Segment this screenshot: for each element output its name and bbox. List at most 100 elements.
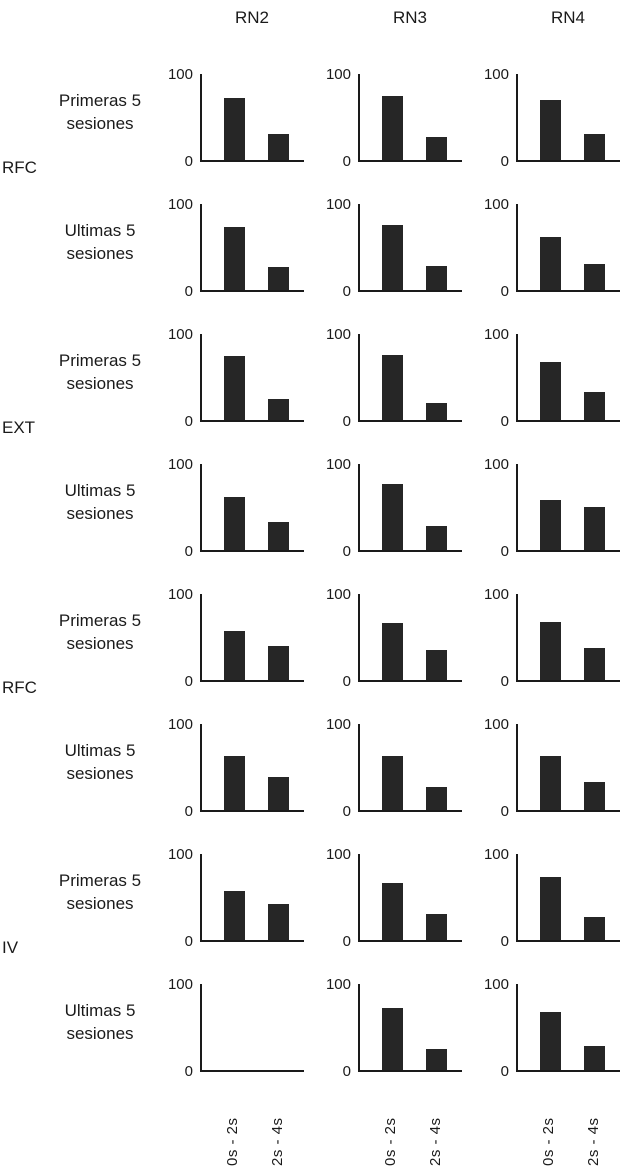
x-tick-slot: 2s - 4s — [571, 1092, 616, 1166]
bar — [267, 398, 289, 420]
y-min-tick-label: 0 — [500, 413, 509, 430]
y-max-tick-label: 100 — [483, 196, 509, 213]
chart-panel-rn2: 100 0 — [160, 962, 318, 1092]
bar-slot — [528, 984, 572, 1070]
bar — [381, 883, 403, 940]
y-min-tick-label: 0 — [184, 413, 193, 430]
bar — [223, 496, 245, 550]
bar-slot — [256, 74, 300, 160]
y-max-tick-label: 100 — [483, 326, 509, 343]
plot-area — [358, 984, 462, 1072]
bar — [267, 777, 289, 810]
row-label-line: Primeras 5 — [58, 91, 142, 111]
y-axis-labels: 100 0 — [476, 586, 516, 690]
chart-panel-rn3: 100 0 — [318, 962, 476, 1092]
bar — [223, 355, 245, 420]
y-max-tick-label: 100 — [483, 66, 509, 83]
y-max-tick-label: 100 — [325, 196, 351, 213]
bar-slot — [414, 724, 458, 810]
chart-panel-rn2: 100 0 — [160, 52, 318, 182]
y-min-tick-label: 0 — [342, 1063, 351, 1080]
y-min-tick-label: 0 — [342, 413, 351, 430]
y-axis-labels: 100 0 — [318, 976, 358, 1080]
bar-slot — [528, 204, 572, 290]
row-label-line: Primeras 5 — [58, 351, 142, 371]
plot-area — [200, 74, 304, 162]
bar — [539, 622, 561, 680]
phase-group-4: IV Primeras 5 sesiones 100 0 100 0 100 0 Ultimas … — [0, 832, 634, 1092]
bar — [583, 916, 605, 940]
x-tick-slot: 0s - 2s — [526, 1092, 571, 1166]
bar-slot — [572, 334, 616, 420]
bar-slot — [414, 984, 458, 1070]
bar-slot — [256, 334, 300, 420]
x-tick-label: 2s - 4s — [585, 1117, 602, 1166]
y-min-tick-label: 0 — [184, 153, 193, 170]
bar — [223, 755, 245, 810]
plot-area — [358, 854, 462, 942]
column-header-cell-2: RN3 — [318, 0, 476, 52]
bar — [583, 1045, 605, 1070]
bar-slot — [256, 984, 300, 1070]
plot-area — [516, 854, 620, 942]
chart-panel-rn2: 100 0 — [160, 702, 318, 832]
bar-slot — [212, 594, 256, 680]
chart-panel-rn3: 100 0 — [318, 312, 476, 442]
y-max-tick-label: 100 — [325, 846, 351, 863]
y-axis-labels: 100 0 — [160, 196, 200, 300]
bar-slot — [256, 724, 300, 810]
chart-panel-rn4: 100 0 — [476, 702, 634, 832]
y-axis-labels: 100 0 — [318, 196, 358, 300]
x-tick-label: 0s - 2s — [224, 1117, 241, 1166]
plot-area — [200, 464, 304, 552]
plot-area — [200, 204, 304, 292]
y-min-tick-label: 0 — [342, 283, 351, 300]
y-max-tick-label: 100 — [167, 326, 193, 343]
footer-spacer-rowlabel — [40, 1092, 160, 1166]
y-max-tick-label: 100 — [325, 326, 351, 343]
bar-slot — [212, 334, 256, 420]
column-header-row: RN2 RN3 RN4 — [0, 0, 634, 52]
y-min-tick-label: 0 — [342, 543, 351, 560]
y-max-tick-label: 100 — [167, 66, 193, 83]
y-min-tick-label: 0 — [342, 803, 351, 820]
bar — [425, 136, 447, 160]
row-label-line: sesiones — [66, 1024, 134, 1043]
bar-slot — [528, 854, 572, 940]
bar — [425, 525, 447, 550]
y-axis-labels: 100 0 — [476, 326, 516, 430]
bar — [381, 95, 403, 160]
chart-panel-rn4: 100 0 — [476, 832, 634, 962]
y-min-tick-label: 0 — [500, 153, 509, 170]
header-spacer-phase — [0, 0, 40, 52]
y-axis-labels: 100 0 — [160, 976, 200, 1080]
bar — [539, 1011, 561, 1070]
plot-area — [358, 464, 462, 552]
bar-slot — [528, 74, 572, 160]
y-axis-labels: 100 0 — [318, 326, 358, 430]
y-label-spacer — [160, 1092, 200, 1166]
chart-panel-rn3: 100 0 — [318, 702, 476, 832]
y-min-tick-label: 0 — [500, 673, 509, 690]
bar-slot — [256, 854, 300, 940]
y-min-tick-label: 0 — [184, 283, 193, 300]
bar-slot — [370, 204, 414, 290]
x-tick-label: 2s - 4s — [269, 1117, 286, 1166]
bar-slot — [414, 854, 458, 940]
plot-area — [200, 334, 304, 422]
bar — [583, 782, 605, 810]
row-label-line: sesiones — [66, 244, 134, 263]
y-max-tick-label: 100 — [483, 586, 509, 603]
plot-area — [516, 984, 620, 1072]
bar — [223, 890, 245, 940]
row-label-line: Ultimas 5 — [64, 1001, 136, 1021]
plot-area — [200, 854, 304, 942]
bar — [223, 98, 245, 160]
bar-slot — [572, 594, 616, 680]
bar-slot — [256, 204, 300, 290]
bar — [425, 265, 447, 290]
bar — [267, 266, 289, 290]
column-title-rn2: RN2 — [234, 8, 269, 27]
row-label-line: Ultimas 5 — [64, 221, 136, 241]
row-label: Primeras 5 sesiones — [40, 52, 160, 182]
